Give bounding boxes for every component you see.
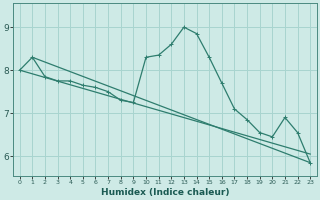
X-axis label: Humidex (Indice chaleur): Humidex (Indice chaleur) xyxy=(101,188,229,197)
